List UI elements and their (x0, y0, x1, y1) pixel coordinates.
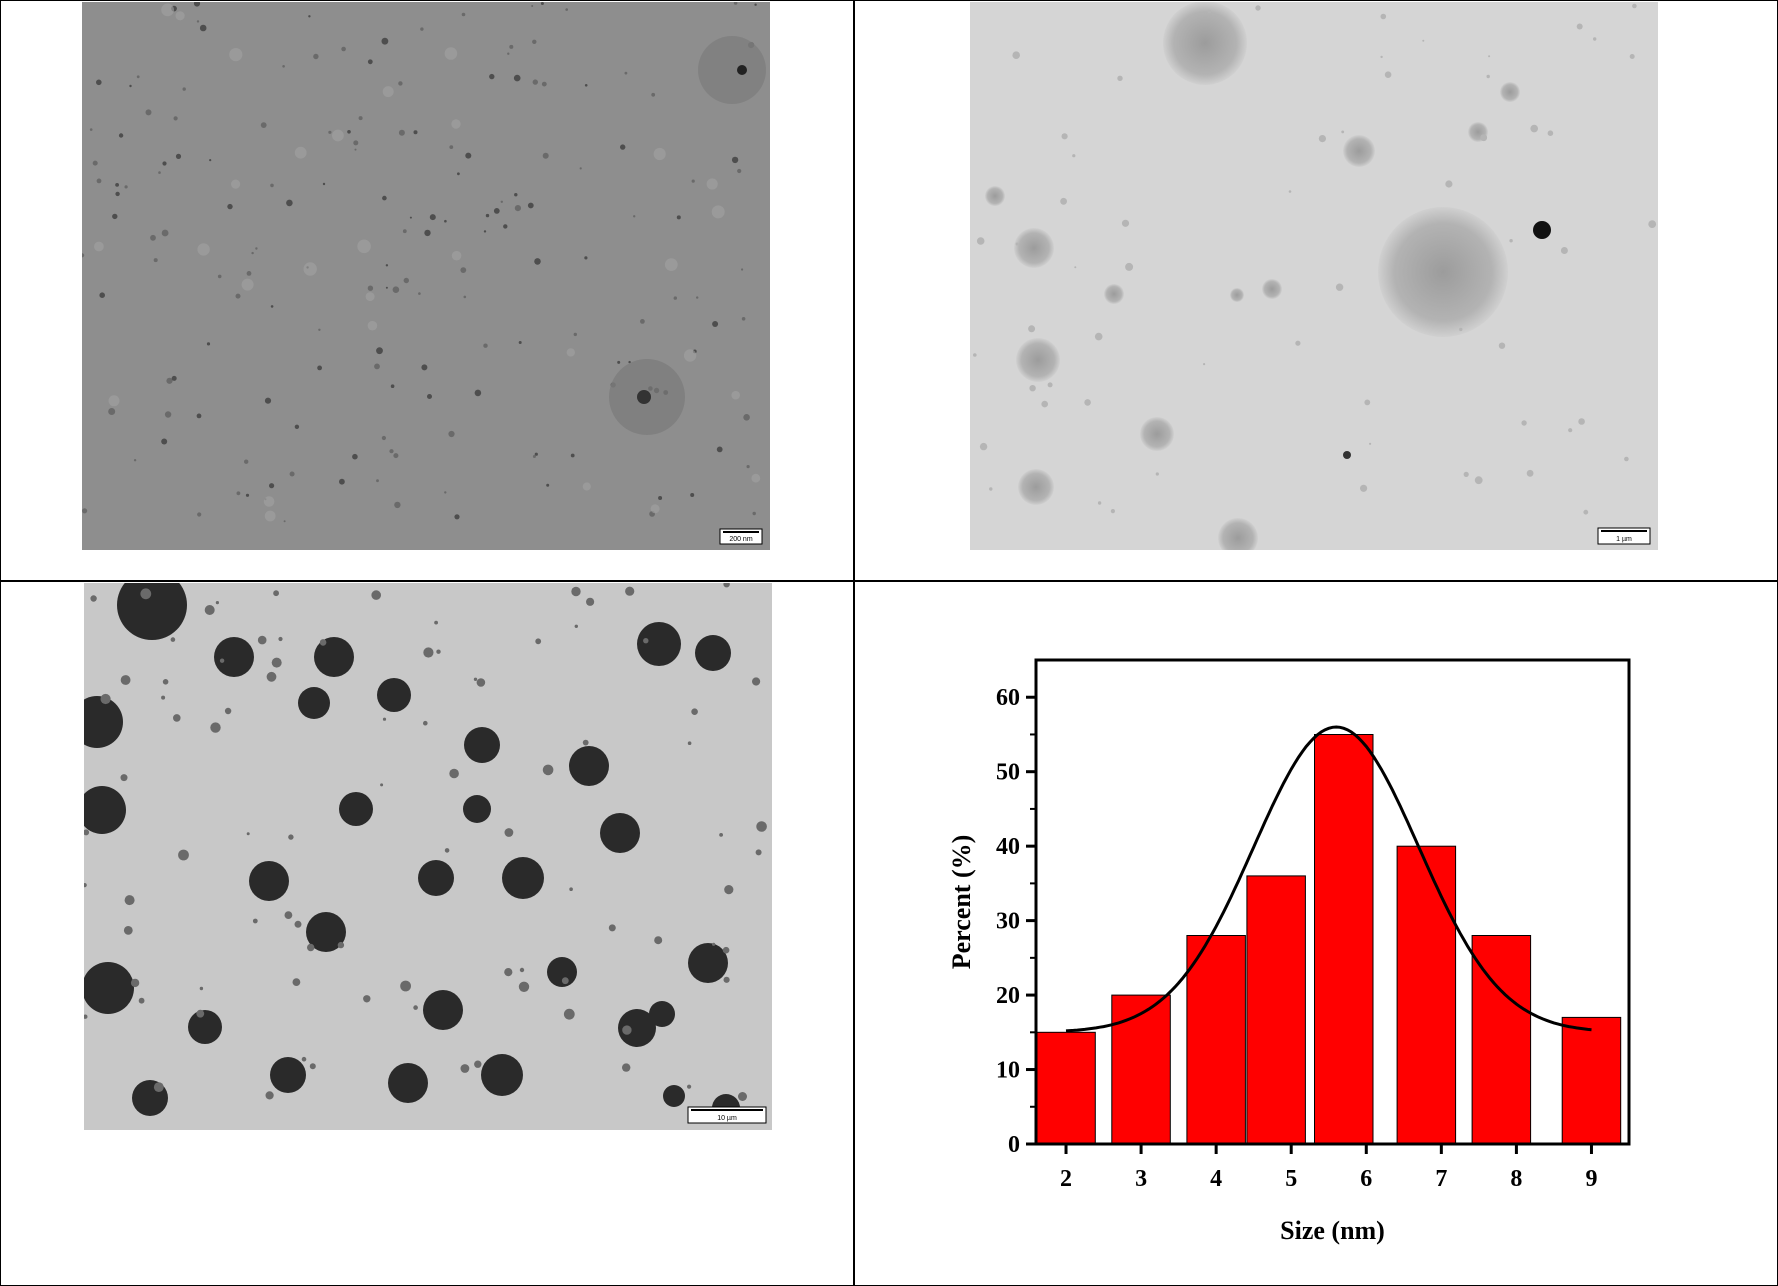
x-tick-label-6: 8 (1510, 1166, 1522, 1192)
y-tick-label-4: 40 (996, 834, 1020, 860)
y-tick-label-2: 20 (996, 983, 1020, 1009)
bar-2 (1186, 935, 1246, 1145)
bar-0 (1036, 1031, 1096, 1145)
x-tick-label-1: 3 (1135, 1166, 1147, 1192)
bar-7 (1561, 1016, 1622, 1145)
x-tick-label-5: 7 (1435, 1166, 1447, 1192)
tem-200nm-image: 200 nm (82, 2, 770, 550)
y-tick-label-3: 30 (996, 909, 1020, 935)
y-tick-label-0: 0 (1008, 1132, 1020, 1158)
bar-5 (1396, 845, 1457, 1145)
plot-frame (1034, 658, 1631, 1146)
tem-micrograph-1um: 1 µm (970, 2, 1658, 550)
x-tick-label-7: 9 (1585, 1166, 1597, 1192)
scale-bar-label: 1 µm (1616, 536, 1632, 543)
horizontal-divider (0, 580, 1778, 582)
bar-3 (1246, 875, 1306, 1145)
vertical-divider (853, 0, 855, 1286)
y-tick-label-6: 60 (996, 685, 1020, 711)
tem-10um-image: 10 µm (84, 583, 772, 1130)
tem-micrograph-200nm: 200 nm (82, 2, 770, 550)
x-tick-label-3: 5 (1285, 1166, 1297, 1192)
scale-bar-label: 10 µm (717, 1115, 737, 1122)
bar-4 (1314, 734, 1374, 1145)
x-axis-title: Size (nm) (1280, 1216, 1385, 1245)
x-tick-label-4: 6 (1360, 1166, 1372, 1192)
bar-1 (1111, 994, 1171, 1145)
tem-1um-image: 1 µm (970, 2, 1658, 550)
size-distribution-chart: 0 10 20 30 40 50 60 2 3 4 5 6 7 8 9 Size (nm) Percent… (855, 582, 1778, 1284)
y-axis-title: Percent (%) (947, 835, 976, 970)
gaussian-fit-curve (1065, 725, 1592, 1033)
y-tick-label-1: 10 (996, 1058, 1020, 1084)
x-tick-label-0: 2 (1060, 1166, 1072, 1192)
tem-micrograph-10um: 10 µm (84, 583, 772, 1130)
y-tick-label-5: 50 (996, 760, 1020, 786)
x-tick-label-2: 4 (1210, 1166, 1222, 1192)
histogram-svg: 0 10 20 30 40 50 60 2 3 4 5 6 7 8 9 Size (nm) Percent… (947, 658, 1631, 1245)
scale-bar-label: 200 nm (729, 536, 753, 543)
